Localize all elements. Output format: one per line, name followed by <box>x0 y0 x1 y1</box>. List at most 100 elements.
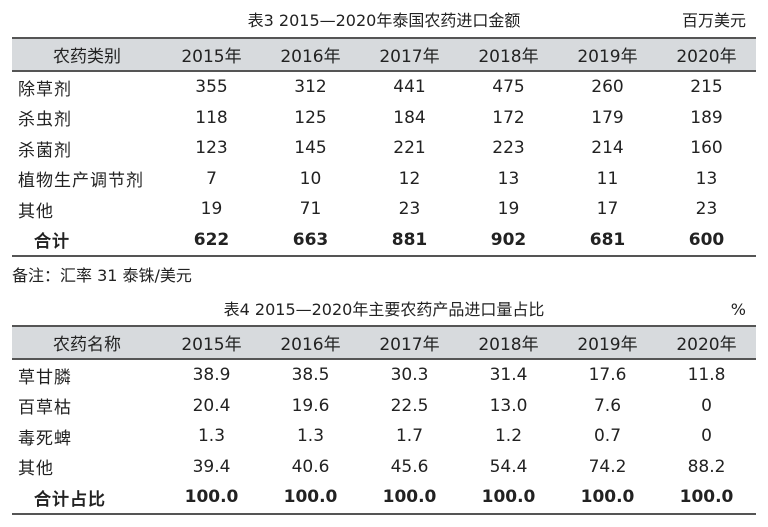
table-cell: 1.3 <box>197 426 226 447</box>
table-cell: 1.3 <box>296 426 325 447</box>
table-cell: 681 <box>558 224 657 257</box>
table-cell: 184 <box>393 107 426 128</box>
table3-header-row: 农药类别 2015年 2016年 2017年 2018年 2019年 2020年 <box>12 37 756 72</box>
table-row: 杀菌剂 123 145 221 223 214 160 <box>12 133 756 164</box>
table-cell: 合计占比 <box>12 482 162 515</box>
table-row: 其他 39.4 40.6 45.6 54.4 74.2 88.2 <box>12 452 756 483</box>
table-cell: 38.9 <box>192 365 231 386</box>
table-cell: 160 <box>690 138 723 159</box>
table-cell: 663 <box>261 224 360 257</box>
table-cell: 100.0 <box>657 482 756 515</box>
table4-title: 表4 2015—2020年主要农药产品进口量占比 <box>223 300 545 319</box>
table-row: 毒死蜱 1.3 1.3 1.7 1.2 0.7 0 <box>12 421 756 452</box>
table-cell: 145 <box>294 138 327 159</box>
table-cell: 23 <box>398 199 421 220</box>
table-cell: 214 <box>591 138 624 159</box>
table-cell: 22.5 <box>390 395 429 416</box>
total-row: 合计 622 663 881 902 681 600 <box>12 224 756 257</box>
column-header: 2017年 <box>360 37 459 72</box>
table-cell: 19.6 <box>291 395 330 416</box>
table-cell: 0 <box>701 426 712 447</box>
table-cell: 19 <box>200 199 223 220</box>
table-cell: 100.0 <box>360 482 459 515</box>
table-cell: 其他 <box>18 201 54 222</box>
table-cell: 合计 <box>12 224 162 257</box>
table-cell: 100.0 <box>261 482 360 515</box>
table-cell: 11 <box>596 168 619 189</box>
table-cell: 125 <box>294 107 327 128</box>
column-header: 2018年 <box>459 37 558 72</box>
table-row: 除草剂 355 312 441 475 260 215 <box>12 71 756 103</box>
table-cell: 13 <box>497 168 520 189</box>
table-cell: 223 <box>492 138 525 159</box>
table-cell: 7.6 <box>593 395 622 416</box>
column-header: 2015年 <box>162 37 261 72</box>
table-cell: 31.4 <box>489 365 528 386</box>
table-cell: 0 <box>701 395 712 416</box>
table4-unit: % <box>730 300 746 319</box>
table-cell: 草甘膦 <box>18 367 72 388</box>
table-cell: 74.2 <box>588 456 627 477</box>
table-cell: 12 <box>398 168 421 189</box>
table-cell: 881 <box>360 224 459 257</box>
table-cell: 54.4 <box>489 456 528 477</box>
table-cell: 除草剂 <box>18 79 72 100</box>
table-cell: 260 <box>591 77 624 98</box>
column-header: 2019年 <box>558 325 657 360</box>
table-cell: 23 <box>695 199 718 220</box>
table-row: 草甘膦 38.9 38.5 30.3 31.4 17.6 11.8 <box>12 359 756 391</box>
table3: 农药类别 2015年 2016年 2017年 2018年 2019年 2020年… <box>12 37 756 257</box>
column-header: 2015年 <box>162 325 261 360</box>
table-cell: 0.7 <box>593 426 622 447</box>
table-cell: 17.6 <box>588 365 627 386</box>
table-cell: 10 <box>299 168 322 189</box>
column-header: 2020年 <box>657 325 756 360</box>
table-cell: 172 <box>492 107 525 128</box>
table-cell: 1.7 <box>395 426 424 447</box>
column-header: 2017年 <box>360 325 459 360</box>
table-cell: 600 <box>657 224 756 257</box>
table-cell: 40.6 <box>291 456 330 477</box>
table3-title: 表3 2015—2020年泰国农药进口金额 <box>247 11 521 30</box>
table4: 农药名称 2015年 2016年 2017年 2018年 2019年 2020年… <box>12 325 756 515</box>
table-cell: 38.5 <box>291 365 330 386</box>
table-cell: 毒死蜱 <box>18 428 72 449</box>
column-header: 农药名称 <box>12 325 162 360</box>
column-header: 2018年 <box>459 325 558 360</box>
table-cell: 100.0 <box>162 482 261 515</box>
table-cell: 189 <box>690 107 723 128</box>
table3-note: 备注：汇率 31 泰铢/美元 <box>12 266 192 285</box>
table-cell: 902 <box>459 224 558 257</box>
table-cell: 13 <box>695 168 718 189</box>
table-cell: 622 <box>162 224 261 257</box>
table-cell: 30.3 <box>390 365 429 386</box>
total-row: 合计占比 100.0 100.0 100.0 100.0 100.0 100.0 <box>12 482 756 515</box>
column-header: 2016年 <box>261 325 360 360</box>
table-cell: 11.8 <box>687 365 726 386</box>
table-cell: 179 <box>591 107 624 128</box>
table-cell: 221 <box>393 138 426 159</box>
table-row: 其他 19 71 23 19 17 23 <box>12 194 756 225</box>
table-cell: 355 <box>195 77 228 98</box>
table-cell: 植物生产调节剂 <box>18 171 144 192</box>
table4-header-row: 农药名称 2015年 2016年 2017年 2018年 2019年 2020年 <box>12 325 756 360</box>
table-cell: 88.2 <box>687 456 726 477</box>
table-cell: 7 <box>206 168 217 189</box>
table-cell: 71 <box>299 199 322 220</box>
table-cell: 杀虫剂 <box>18 110 72 131</box>
table-cell: 45.6 <box>390 456 429 477</box>
table-cell: 123 <box>195 138 228 159</box>
table-cell: 17 <box>596 199 619 220</box>
table-cell: 杀菌剂 <box>18 140 72 161</box>
table-row: 百草枯 20.4 19.6 22.5 13.0 7.6 0 <box>12 391 756 422</box>
table-cell: 215 <box>690 77 723 98</box>
table-row: 杀虫剂 118 125 184 172 179 189 <box>12 103 756 134</box>
table-cell: 100.0 <box>459 482 558 515</box>
column-header: 2019年 <box>558 37 657 72</box>
table-cell: 1.2 <box>494 426 523 447</box>
column-header: 农药类别 <box>12 37 162 72</box>
table-cell: 312 <box>294 77 327 98</box>
table-cell: 20.4 <box>192 395 231 416</box>
table-cell: 13.0 <box>489 395 528 416</box>
table-cell: 100.0 <box>558 482 657 515</box>
